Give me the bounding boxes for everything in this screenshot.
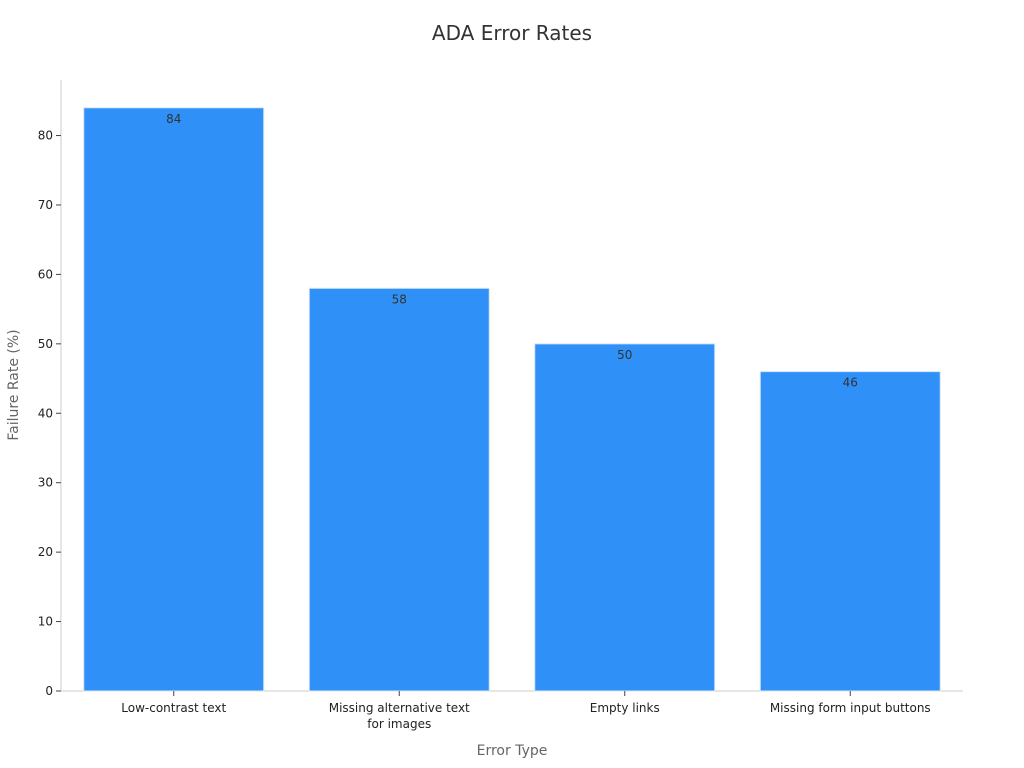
chart-title: ADA Error Rates — [432, 21, 592, 45]
data-label: 58 — [392, 292, 407, 306]
bar — [759, 371, 941, 692]
y-tick-label: 50 — [38, 337, 53, 351]
x-axis-label: Error Type — [477, 743, 548, 759]
x-tick-label-line: for images — [367, 717, 431, 731]
x-tick-label-line: Empty links — [590, 701, 660, 715]
y-tick-label: 0 — [45, 684, 53, 698]
x-tick-label: Low-contrast text — [121, 701, 226, 715]
y-tick-label: 10 — [38, 615, 53, 629]
data-label: 46 — [843, 376, 858, 390]
y-tick-label: 70 — [38, 198, 53, 212]
x-tick-label: Missing alternative text for images — [329, 701, 470, 731]
y-axis-label: Failure Rate (%) — [6, 329, 22, 440]
y-tick-label: 20 — [38, 545, 53, 559]
y-tick-label: 60 — [38, 267, 53, 281]
y-tick-label: 80 — [38, 129, 53, 143]
bar — [83, 107, 265, 692]
bar — [308, 287, 490, 692]
x-tick-label: Empty links — [590, 701, 660, 715]
x-tick-label-line: Missing alternative text — [329, 701, 470, 715]
x-tick-label-line: Missing form input buttons — [770, 701, 931, 715]
y-tick-label: 30 — [38, 476, 53, 490]
plot-area: 0 10 20 30 40 50 60 70 80 84 Low-contrast text 58 Mi… — [38, 80, 963, 731]
data-label: 84 — [166, 112, 181, 126]
x-tick-label-line: Low-contrast text — [121, 701, 226, 715]
y-tick-label: 40 — [38, 406, 53, 420]
x-tick-label: Missing form input buttons — [770, 701, 931, 715]
bar — [534, 343, 716, 692]
data-label: 50 — [617, 348, 632, 362]
